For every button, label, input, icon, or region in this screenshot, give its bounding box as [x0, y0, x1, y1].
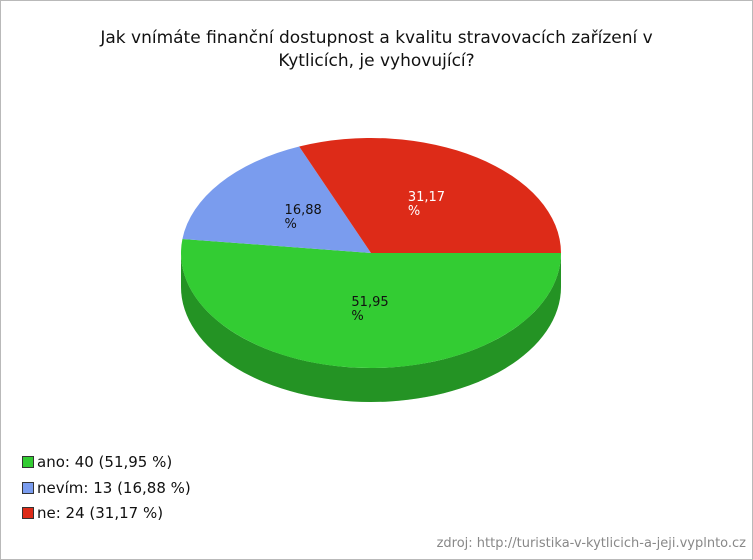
source-note: zdroj: http://turistika-v-kytlicich-a-je… [436, 536, 746, 551]
slice [299, 137, 561, 253]
legend-item: nevím: 13 (16,88 %) [22, 479, 191, 497]
slice-label: 51,95 % [351, 295, 389, 325]
slice-side [181, 253, 561, 402]
legend-item: ne: 24 (31,17 %) [22, 504, 163, 522]
slice [181, 238, 561, 368]
slice-label: 31,17 % [407, 190, 446, 220]
chart-title: Jak vnímáte finanční dostupnost a kvalit… [100, 28, 653, 71]
legend-label: nevím: 13 (16,88 %) [37, 478, 191, 497]
legend-swatch [22, 507, 34, 519]
legend-item: ano: 40 (51,95 %) [22, 453, 172, 471]
chart-title-box: Jak vnímáte finanční dostupnost a kvalit… [1, 27, 752, 73]
legend-swatch [22, 456, 34, 468]
slice-side-shade [181, 253, 561, 402]
slice [182, 146, 371, 253]
legend-swatch [22, 481, 34, 494]
legend-label: ne: 24 (31,17 %) [37, 504, 164, 522]
slice-label: 16,88 % [284, 203, 322, 233]
legend-label: ano: 40 (51,95 %) [37, 453, 173, 471]
